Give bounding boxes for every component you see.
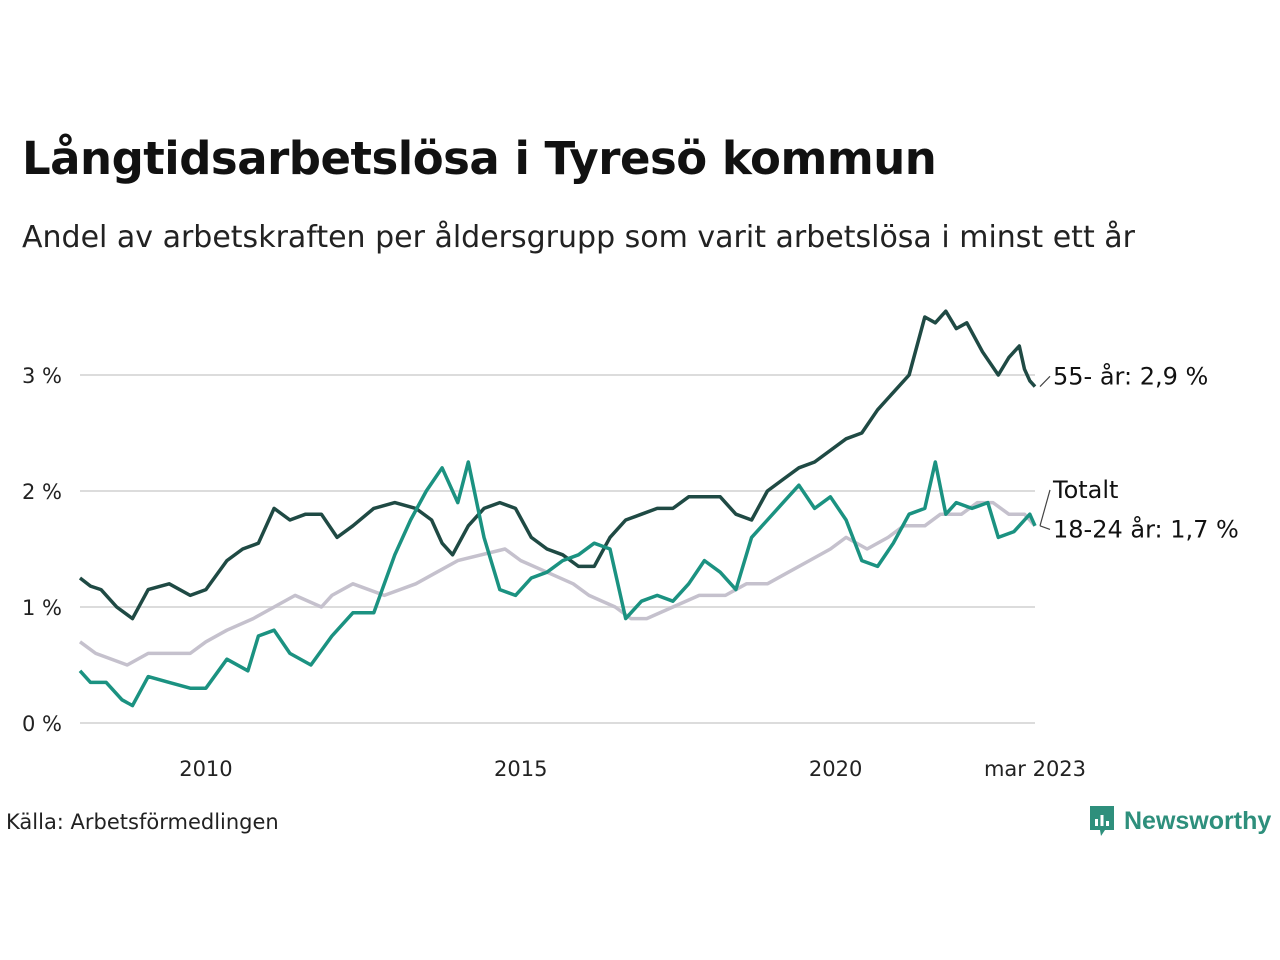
brand-name: Newsworthy xyxy=(1124,806,1272,835)
y-tick-label: 0 % xyxy=(22,712,62,736)
y-tick-label: 2 % xyxy=(22,480,62,504)
chart-subtitle: Andel av arbetskraften per åldersgrupp s… xyxy=(22,220,1135,255)
series-line-55-r xyxy=(78,309,1037,621)
chart-title: Långtidsarbetslösa i Tyresö kommun xyxy=(22,132,937,185)
series-end-label: Totalt xyxy=(1052,476,1118,504)
x-tick-label: mar 2023 xyxy=(984,757,1086,781)
newsworthy-chart-icon xyxy=(1090,806,1114,836)
series-line-18-24-r xyxy=(78,460,1037,708)
end-label-leader xyxy=(1039,375,1051,388)
series-line-totalt xyxy=(78,500,1037,667)
brand-logo[interactable]: Newsworthy xyxy=(1088,804,1271,838)
x-tick-label: 2010 xyxy=(179,757,232,781)
y-tick-label: 3 % xyxy=(22,364,62,388)
source-note: Källa: Arbetsförmedlingen xyxy=(6,810,279,834)
series-end-label: 55- år: 2,9 % xyxy=(1053,361,1208,390)
line-chart: 0 % 1 % 2 % 3 % 2010 2015 2020 mar 2023 55- år… xyxy=(22,309,1239,781)
x-tick-label: 2015 xyxy=(494,757,547,781)
end-label-leader xyxy=(1039,489,1051,526)
end-label-leader xyxy=(1039,525,1051,530)
series-end-label: 18-24 år: 1,7 % xyxy=(1053,514,1239,543)
y-tick-label: 1 % xyxy=(22,596,62,620)
x-tick-label: 2020 xyxy=(809,757,862,781)
